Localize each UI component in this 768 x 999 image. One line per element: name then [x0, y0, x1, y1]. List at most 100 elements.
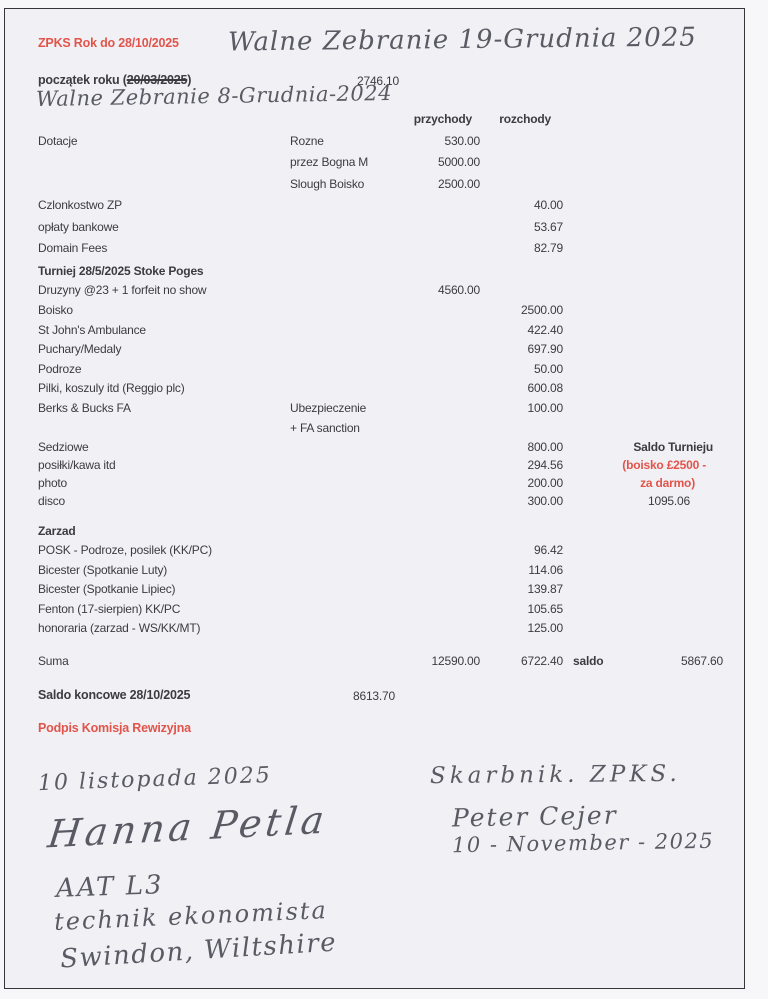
cell-expense: 50.00 — [533, 361, 563, 376]
table-row: Sedziowe 800.00 Saldo Turnieju — [38, 438, 728, 456]
cell-label: Druzyny @23 + 1 forfeit no show — [38, 283, 207, 298]
cell-expense: 300.00 — [527, 494, 563, 509]
cell-expense: 82.79 — [533, 241, 563, 256]
cell-label: Bicester (Spotkanie Lipiec) — [38, 582, 176, 597]
cell-label: Boisko — [38, 303, 73, 318]
cell-expense: 125.00 — [527, 621, 563, 636]
cell-label: posiłki/kawa itd — [38, 458, 116, 473]
totals-row: Suma 12590.00 6722.40 saldo 5867.60 — [38, 652, 728, 671]
table-row: disco 300.00 1095.06 — [38, 492, 728, 510]
table-row: Dotacje Rozne 530.00 — [38, 131, 728, 152]
cell-expense: 105.65 — [527, 601, 563, 616]
table-row: posiłki/kawa itd 294.56 (boisko £2500 - — [38, 456, 728, 474]
table-row: Puchary/Medaly 697.90 — [38, 340, 728, 360]
cell-label: Sedziowe — [38, 440, 89, 455]
handwritten-date-correction: Walne Zebranie 8-Grudnia-2024 — [35, 80, 393, 112]
handwritten-right-role: Skarbnik. ZPKS. — [429, 760, 681, 790]
table-row: honoraria (zarzad - WS/KK/MT) 125.00 — [38, 619, 728, 639]
section-header: Turniej 28/5/2025 Stoke Poges — [38, 264, 204, 279]
report-title: ZPKS Rok do 28/10/2025 — [38, 36, 179, 50]
cell-label: Berks & Bucks FA — [38, 401, 131, 415]
cell-sub: Slough Boisko — [290, 176, 365, 191]
cell-expense: 114.06 — [528, 562, 563, 577]
handwritten-left-date: 10 listopada 2025 — [37, 762, 273, 797]
cell-extra: (boisko £2500 - — [622, 458, 706, 473]
table-row: Berks & Bucks FA Ubezpieczenie 100.00 — [38, 399, 728, 419]
table-row: photo 200.00 za darmo) — [38, 474, 728, 492]
table-row: St John's Ambulance 422.40 — [38, 321, 728, 341]
saldo-label: saldo — [573, 653, 604, 668]
cell-expense: 53.67 — [533, 219, 563, 234]
cell-expense: 294.56 — [527, 458, 563, 473]
cell-sub: przez Bogna M — [290, 155, 369, 170]
cell-income: 4560.00 — [438, 283, 480, 298]
cell-expense: 96.42 — [533, 543, 563, 558]
table-row: POSK - Podroze, posilek (KK/PC) 96.42 — [38, 541, 728, 561]
table-row: Podroze 50.00 — [38, 360, 728, 380]
section-tournament-summary: Sedziowe 800.00 Saldo Turnieju posiłki/kawa… — [38, 438, 728, 510]
section-general: Dotacje Rozne 530.00 przez Bogna M 5000.00 Sl… — [38, 131, 728, 259]
cell-label: honoraria (zarzad - WS/KK/MT) — [38, 621, 201, 636]
opening-label-suffix: ) — [187, 73, 192, 87]
cell-income: 5000.00 — [438, 155, 480, 170]
closing-balance-row: Saldo koncowe 28/10/2025 8613.70 — [38, 686, 728, 705]
cell-label: Podroze — [38, 361, 82, 376]
handwritten-left-signature: Hanna Petla — [45, 797, 331, 857]
table-row: Fenton (17-sierpien) KK/PC 105.65 — [38, 600, 728, 620]
cell-sub: Rozne — [290, 134, 324, 148]
cell-label: opłaty bankowe — [38, 219, 119, 234]
cell-expense: 200.00 — [527, 476, 563, 491]
handwritten-right-signature: Peter Cejer — [451, 800, 618, 833]
table-row: opłaty bankowe 53.67 — [38, 217, 728, 238]
table-row: Pilki, koszuly itd (Reggio plc) 600.08 — [38, 379, 728, 399]
cell-expense: 100.00 — [527, 401, 563, 415]
table-row: Druzyny @23 + 1 forfeit no show 4560.00 — [38, 281, 728, 301]
section-board: Zarzad POSK - Podroze, posilek (KK/PC) 96.… — [38, 522, 728, 639]
ledger-table: Dotacje Rozne 530.00 przez Bogna M 5000.00 Sl… — [38, 131, 728, 738]
cell-label: photo — [38, 476, 68, 491]
table-row: Bicester (Spotkanie Luty) 114.06 — [38, 561, 728, 581]
table-row: Bicester (Spotkanie Lipiec) 139.87 — [38, 580, 728, 600]
column-headers: przychody rozchody — [38, 113, 728, 125]
opening-balance-value: 2746.10 — [357, 74, 399, 88]
handwritten-meeting-note: Walne Zebranie 19-Grudnia 2025 — [227, 22, 698, 58]
page-sheet — [4, 8, 745, 989]
section-tournament: Turniej 28/5/2025 Stoke Poges Druzyny @23… — [38, 261, 728, 438]
handwritten-left-title: technik ekonomista — [53, 896, 329, 936]
table-row: + FA sanction — [38, 419, 728, 439]
cell-expense: 40.00 — [533, 198, 563, 213]
cell-income: 530.00 — [444, 134, 480, 148]
cell-expense: 697.90 — [527, 342, 563, 357]
table-row: Slough Boisko 2500.00 — [38, 174, 728, 195]
table-row: Boisko 2500.00 — [38, 301, 728, 321]
closing-balance-value: 8613.70 — [353, 688, 395, 703]
cell-label: Bicester (Spotkanie Luty) — [38, 562, 168, 577]
cell-expense: 2500.00 — [521, 303, 563, 318]
totals-label: Suma — [38, 653, 69, 668]
cell-label: St John's Ambulance — [38, 322, 146, 337]
cell-income: 2500.00 — [438, 176, 480, 191]
handwritten-right-date: 10 - November - 2025 — [451, 828, 715, 858]
cell-expense: 139.87 — [527, 582, 563, 597]
saldo-cell: saldo 5867.60 — [563, 652, 723, 671]
expense-total: 6722.40 — [521, 653, 563, 668]
cell-expense: 600.08 — [527, 381, 563, 396]
income-total: 12590.00 — [431, 653, 481, 668]
saldo-value: 5867.60 — [681, 653, 723, 668]
audit-signature-heading: Podpis Komisja Rewizyjna — [38, 720, 191, 735]
cell-expense: 800.00 — [527, 440, 563, 455]
opening-balance-label: początek roku (20/03/2025) — [38, 74, 191, 87]
section-header: Zarzad — [38, 523, 76, 538]
expense-column-header: rozchody — [499, 112, 551, 126]
table-row: Czlonkostwo ZP 40.00 — [38, 195, 728, 216]
cell-label: disco — [38, 494, 66, 509]
cell-expense: 422.40 — [527, 322, 563, 337]
cell-sub: + FA sanction — [290, 420, 360, 435]
cell-label: Czlonkostwo ZP — [38, 198, 122, 213]
cell-sub: Ubezpieczenie — [290, 401, 367, 415]
cell-label: Dotacje — [38, 134, 78, 148]
struck-date: 20/03/2025 — [126, 73, 188, 87]
cell-extra: Saldo Turnieju — [633, 440, 713, 455]
handwritten-left-location: Swindon, Wiltshire — [59, 927, 338, 975]
handwritten-left-qualification: AAT L3 — [55, 870, 165, 904]
